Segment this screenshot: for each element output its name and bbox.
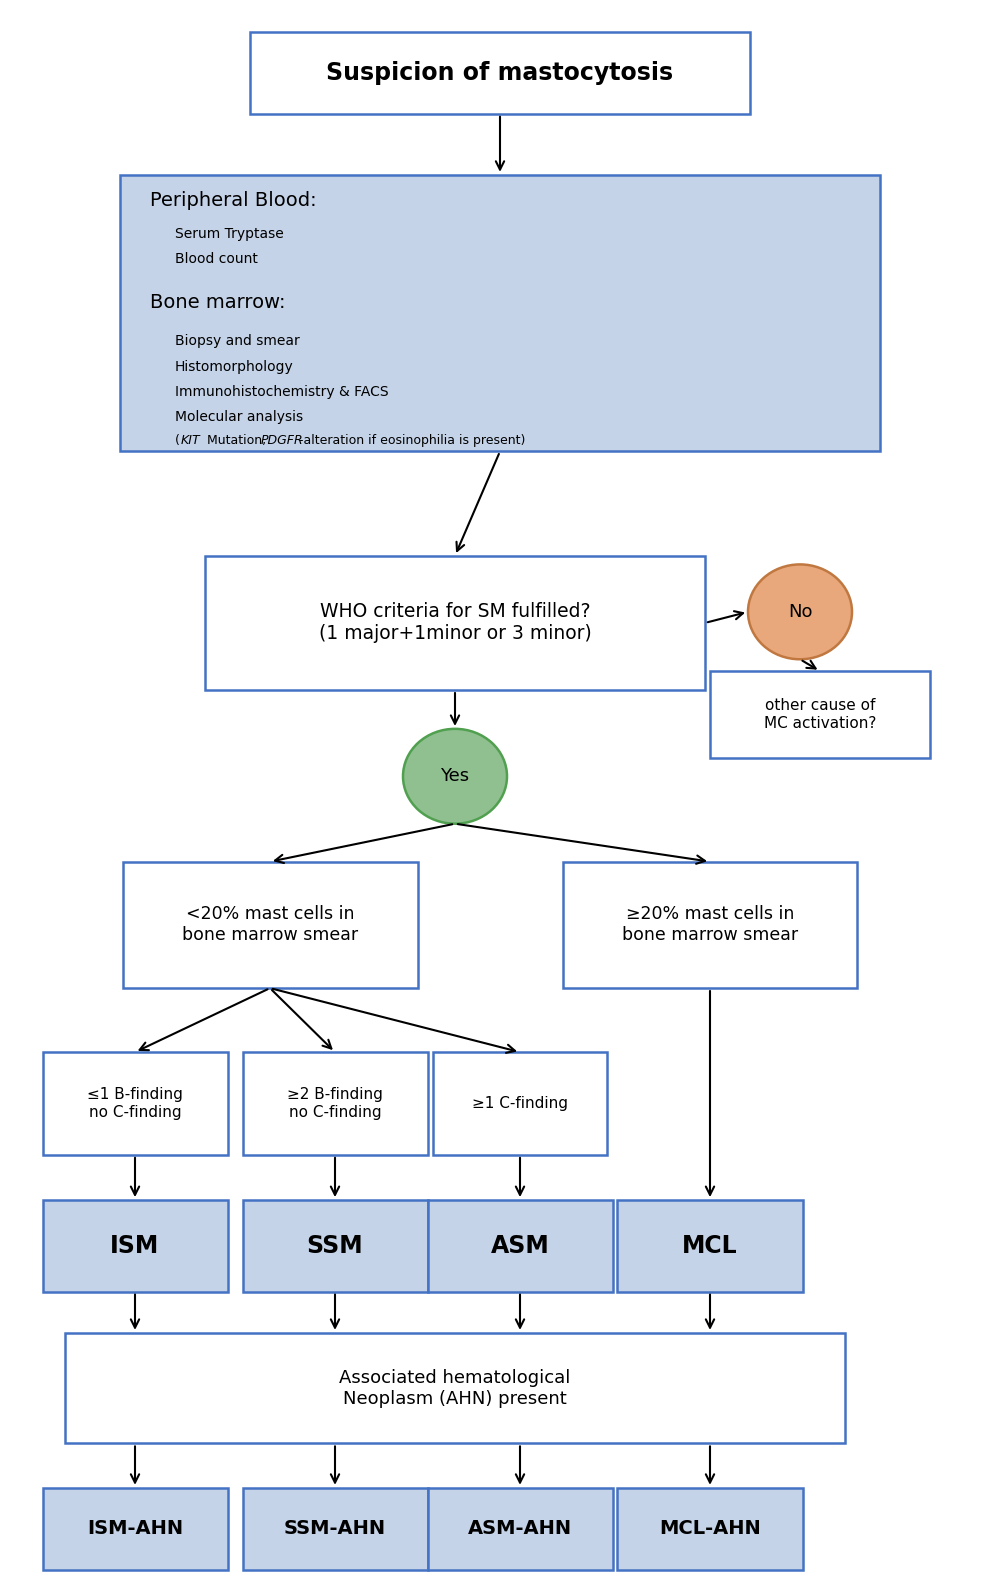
Text: Bone marrow:: Bone marrow: xyxy=(150,294,286,313)
FancyBboxPatch shape xyxy=(617,1200,802,1292)
FancyBboxPatch shape xyxy=(123,862,418,988)
Text: ≤1 B-finding
no C-finding: ≤1 B-finding no C-finding xyxy=(87,1088,183,1119)
Text: -alteration if eosinophilia is present): -alteration if eosinophilia is present) xyxy=(299,433,525,447)
FancyBboxPatch shape xyxy=(65,1333,845,1443)
Text: <20% mast cells in
bone marrow smear: <20% mast cells in bone marrow smear xyxy=(182,906,358,944)
Text: WHO criteria for SM fulfilled?
(1 major+1minor or 3 minor): WHO criteria for SM fulfilled? (1 major+… xyxy=(319,602,591,643)
FancyBboxPatch shape xyxy=(562,862,857,988)
Text: Serum Tryptase: Serum Tryptase xyxy=(175,226,284,240)
FancyBboxPatch shape xyxy=(43,1200,228,1292)
Text: ASM: ASM xyxy=(491,1233,549,1258)
Text: MCL: MCL xyxy=(682,1233,738,1258)
Text: Suspicion of mastocytosis: Suspicion of mastocytosis xyxy=(326,60,674,85)
FancyBboxPatch shape xyxy=(710,670,930,757)
Text: PDGFR: PDGFR xyxy=(261,433,304,447)
Ellipse shape xyxy=(748,564,852,659)
FancyBboxPatch shape xyxy=(243,1053,428,1154)
FancyBboxPatch shape xyxy=(43,1488,228,1570)
FancyBboxPatch shape xyxy=(428,1488,612,1570)
FancyBboxPatch shape xyxy=(205,557,705,689)
Text: SSM: SSM xyxy=(307,1233,363,1258)
Ellipse shape xyxy=(403,729,507,824)
Text: ISM-AHN: ISM-AHN xyxy=(87,1519,183,1538)
Text: Immunohistochemistry & FACS: Immunohistochemistry & FACS xyxy=(175,386,389,398)
Text: Peripheral Blood:: Peripheral Blood: xyxy=(150,190,317,210)
Text: Blood count: Blood count xyxy=(175,251,258,266)
FancyBboxPatch shape xyxy=(120,175,880,451)
Text: Histomorphology: Histomorphology xyxy=(175,360,294,373)
Text: Yes: Yes xyxy=(440,767,470,786)
FancyBboxPatch shape xyxy=(617,1488,802,1570)
FancyBboxPatch shape xyxy=(432,1053,607,1154)
Text: ISM: ISM xyxy=(110,1233,160,1258)
Text: Associated hematological
Neoplasm (AHN) present: Associated hematological Neoplasm (AHN) … xyxy=(339,1369,571,1407)
Text: ASM-AHN: ASM-AHN xyxy=(468,1519,572,1538)
FancyBboxPatch shape xyxy=(243,1200,428,1292)
FancyBboxPatch shape xyxy=(250,32,750,114)
Text: No: No xyxy=(788,602,812,621)
Text: SSM-AHN: SSM-AHN xyxy=(284,1519,386,1538)
Text: KIT: KIT xyxy=(181,433,201,447)
Text: Biopsy and smear: Biopsy and smear xyxy=(175,334,300,348)
Text: MCL-AHN: MCL-AHN xyxy=(659,1519,761,1538)
Text: other cause of
MC activation?: other cause of MC activation? xyxy=(764,699,876,730)
Text: ≥2 B-finding
no C-finding: ≥2 B-finding no C-finding xyxy=(287,1088,383,1119)
Text: ≥20% mast cells in
bone marrow smear: ≥20% mast cells in bone marrow smear xyxy=(622,906,798,944)
Text: (: ( xyxy=(175,433,180,447)
FancyBboxPatch shape xyxy=(243,1488,428,1570)
FancyBboxPatch shape xyxy=(428,1200,612,1292)
Text: Mutation,: Mutation, xyxy=(203,433,270,447)
FancyBboxPatch shape xyxy=(43,1053,228,1154)
Text: ≥1 C-finding: ≥1 C-finding xyxy=(472,1096,568,1111)
Text: Molecular analysis: Molecular analysis xyxy=(175,411,303,424)
